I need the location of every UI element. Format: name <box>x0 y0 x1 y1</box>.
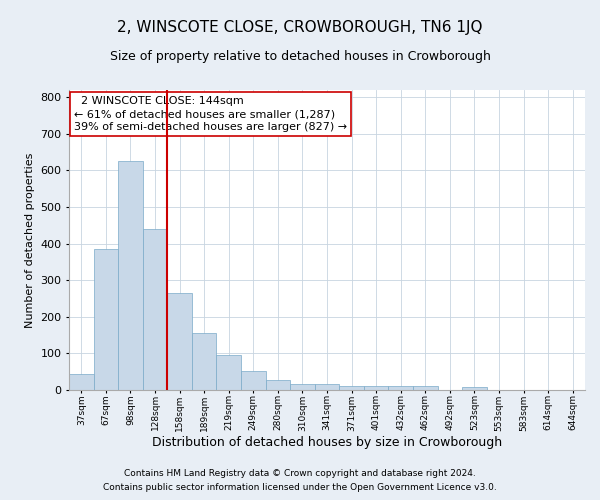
Bar <box>290 384 315 390</box>
Bar <box>413 386 437 390</box>
Bar <box>143 229 167 390</box>
Bar <box>339 386 364 390</box>
Bar <box>217 355 241 390</box>
Bar <box>69 374 94 390</box>
Text: Size of property relative to detached houses in Crowborough: Size of property relative to detached ho… <box>110 50 490 63</box>
Bar <box>192 334 217 390</box>
Text: Contains public sector information licensed under the Open Government Licence v3: Contains public sector information licen… <box>103 484 497 492</box>
Bar <box>315 384 339 390</box>
Bar <box>167 293 192 390</box>
Text: Contains HM Land Registry data © Crown copyright and database right 2024.: Contains HM Land Registry data © Crown c… <box>124 468 476 477</box>
X-axis label: Distribution of detached houses by size in Crowborough: Distribution of detached houses by size … <box>152 436 502 449</box>
Bar <box>266 380 290 390</box>
Bar <box>241 371 266 390</box>
Bar <box>94 249 118 390</box>
Text: 2 WINSCOTE CLOSE: 144sqm
← 61% of detached houses are smaller (1,287)
39% of sem: 2 WINSCOTE CLOSE: 144sqm ← 61% of detach… <box>74 96 347 132</box>
Bar <box>462 387 487 390</box>
Text: 2, WINSCOTE CLOSE, CROWBOROUGH, TN6 1JQ: 2, WINSCOTE CLOSE, CROWBOROUGH, TN6 1JQ <box>117 20 483 35</box>
Y-axis label: Number of detached properties: Number of detached properties <box>25 152 35 328</box>
Bar <box>118 162 143 390</box>
Bar <box>388 386 413 390</box>
Bar <box>364 386 388 390</box>
